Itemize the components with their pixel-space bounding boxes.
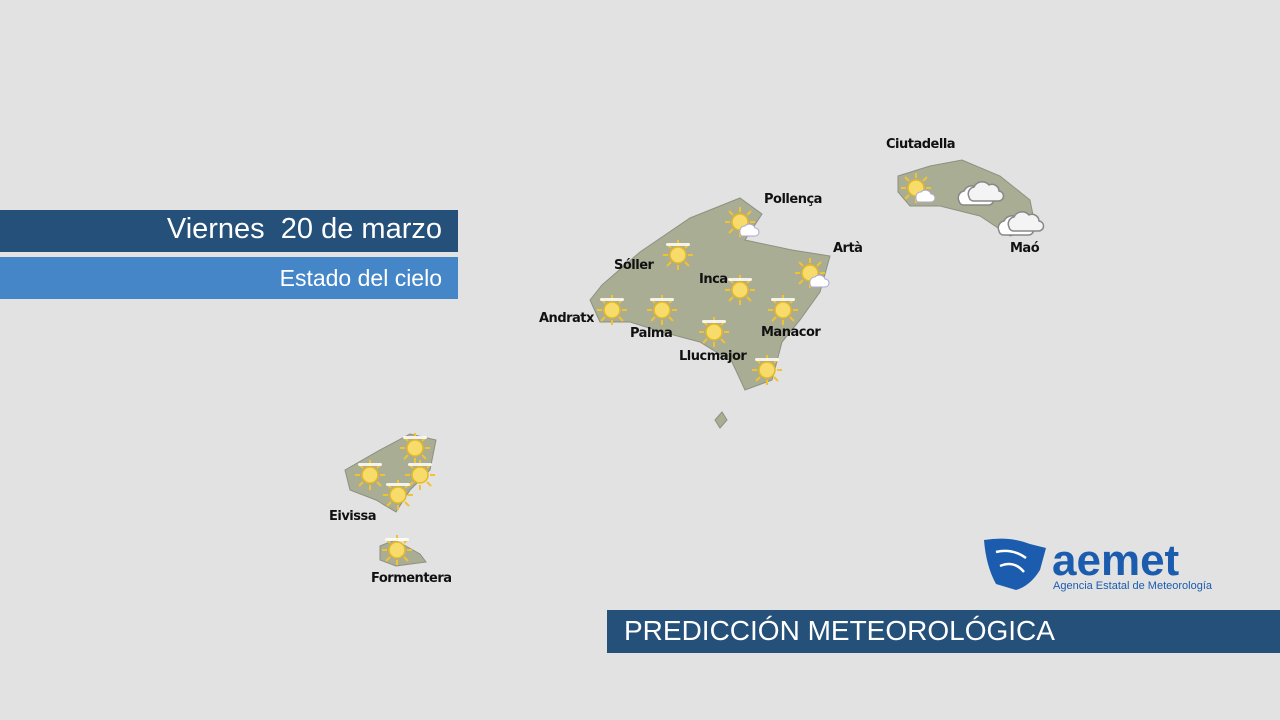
title-bar	[0, 210, 458, 252]
place-label: Maó	[1010, 241, 1040, 256]
footer-title: PREDICCIÓN METEOROLÓGICA	[624, 615, 1055, 646]
place-label: Llucmajor	[679, 349, 747, 364]
subtitle-bar	[0, 257, 458, 299]
logo-name: aemet	[1052, 536, 1180, 585]
place-label: Pollença	[764, 192, 822, 207]
place-label: Palma	[630, 326, 672, 341]
place-label: Manacor	[761, 325, 821, 340]
place-label: Ciutadella	[886, 137, 955, 152]
place-label: Formentera	[371, 571, 452, 586]
logo: aemet Agencia Estatal de Meteorología	[984, 536, 1213, 592]
place-label: Inca	[699, 272, 728, 287]
place-label: Sóller	[614, 258, 655, 273]
title: Viernes 20 de marzo	[166, 213, 442, 245]
footer-bar	[607, 610, 1280, 653]
logo-tagline: Agencia Estatal de Meteorología	[1053, 580, 1213, 592]
place-label: Artà	[833, 241, 862, 256]
place-label: Eivissa	[329, 509, 376, 524]
place-labels: Ciutadella Pollença Artà Maó Sóller Inca…	[329, 137, 1040, 586]
subtitle: Estado del cielo	[279, 265, 442, 291]
place-label: Andratx	[539, 311, 595, 326]
